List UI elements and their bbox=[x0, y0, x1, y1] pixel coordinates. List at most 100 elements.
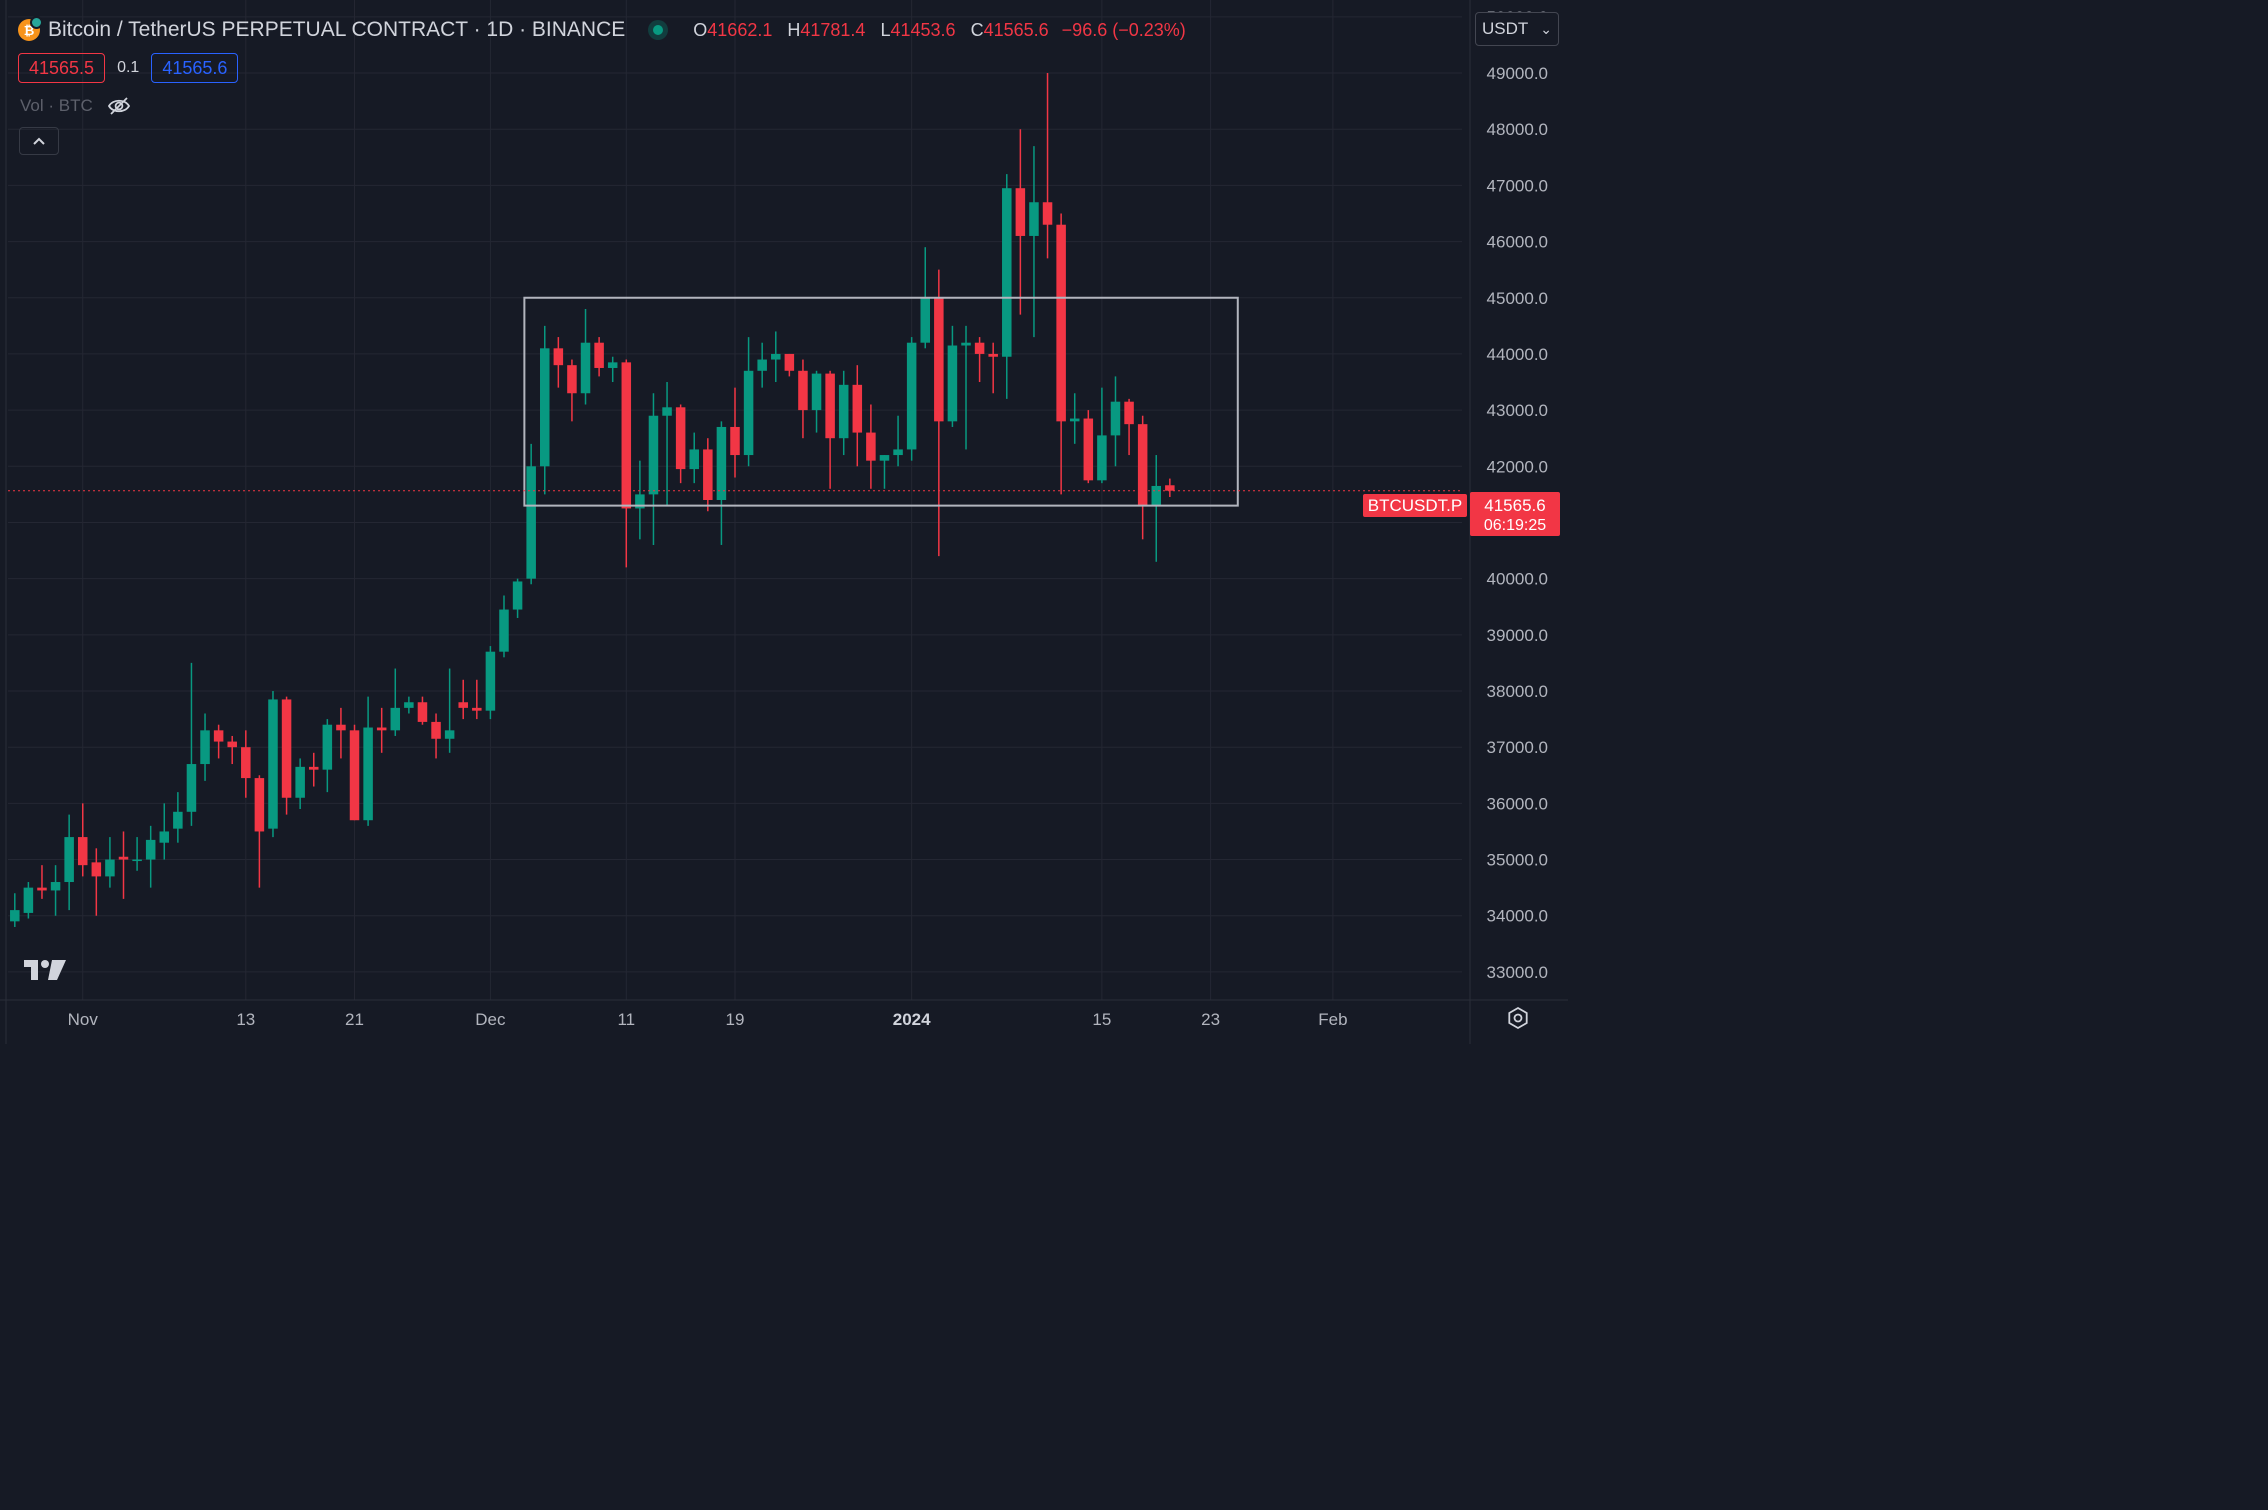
candle-body bbox=[10, 910, 20, 922]
price-tick-label: 35000.0 bbox=[1487, 851, 1548, 870]
price-tick-label: 44000.0 bbox=[1487, 345, 1548, 364]
candle-body bbox=[675, 407, 686, 470]
range-box[interactable] bbox=[523, 296, 1239, 507]
candle-body bbox=[811, 373, 822, 411]
candle bbox=[716, 421, 727, 545]
candle-body bbox=[635, 494, 645, 509]
candle-body bbox=[567, 365, 577, 394]
chevron-up-icon bbox=[33, 137, 45, 145]
candle bbox=[37, 865, 47, 899]
price-tick-label: 38000.0 bbox=[1487, 682, 1548, 701]
candle bbox=[635, 460, 645, 540]
candle bbox=[730, 387, 740, 478]
candle-body bbox=[349, 730, 360, 821]
low-label: L bbox=[880, 19, 891, 40]
candle bbox=[132, 837, 142, 871]
candle-body bbox=[186, 764, 197, 812]
candle bbox=[213, 724, 224, 759]
sell-button[interactable]: 41565.5 bbox=[18, 53, 106, 83]
candle-body bbox=[540, 348, 550, 467]
candle-body bbox=[376, 727, 387, 731]
time-axis[interactable]: Nov 13 21 Dec 11 19 2024 15 23 Feb bbox=[68, 1010, 1348, 1029]
candle bbox=[811, 370, 822, 433]
candle bbox=[254, 775, 265, 888]
candle-body bbox=[1083, 418, 1094, 481]
candle-body bbox=[730, 426, 740, 456]
candle-body bbox=[866, 432, 876, 461]
currency-select[interactable]: USDT ⌄ bbox=[1475, 12, 1559, 46]
candle bbox=[472, 679, 482, 720]
candle bbox=[173, 792, 183, 843]
candle-body bbox=[1110, 401, 1121, 436]
buy-button[interactable]: 41565.6 bbox=[151, 53, 239, 83]
time-tick-label: Nov bbox=[68, 1010, 99, 1029]
candle-body bbox=[77, 837, 88, 866]
price-tick-label: 49000.0 bbox=[1487, 64, 1548, 83]
candle bbox=[757, 342, 767, 388]
candle bbox=[825, 370, 835, 489]
candle-body bbox=[417, 702, 428, 722]
candle bbox=[322, 719, 333, 793]
candle bbox=[1002, 174, 1012, 399]
candle bbox=[105, 837, 115, 888]
candle-body bbox=[961, 342, 971, 346]
bitcoin-icon: ₿ bbox=[18, 16, 43, 41]
candle bbox=[947, 325, 958, 427]
candle-body bbox=[1002, 188, 1012, 357]
candle bbox=[893, 415, 903, 467]
candle bbox=[1015, 129, 1026, 315]
ohlc-legend: O41662.1 H41781.4 L41453.6 C41565.6 −96.… bbox=[693, 20, 1186, 41]
candle bbox=[200, 713, 210, 781]
candle-body bbox=[906, 342, 917, 450]
candle-body bbox=[50, 882, 61, 891]
candle-body bbox=[825, 373, 835, 439]
tradingview-logo-icon[interactable] bbox=[22, 956, 68, 982]
candle-body bbox=[336, 724, 346, 731]
candlestick-chart[interactable]: 50000.049000.048000.047000.046000.045000… bbox=[0, 0, 1568, 1044]
last-price-value: 41565.6 bbox=[1484, 496, 1545, 515]
trade-buttons: 41565.5 0.1 41565.6 bbox=[18, 53, 239, 83]
eye-off-icon[interactable] bbox=[107, 96, 131, 116]
candle bbox=[10, 893, 20, 927]
collapse-legend-button[interactable] bbox=[19, 127, 59, 155]
candle bbox=[648, 393, 659, 545]
candle-body bbox=[254, 778, 265, 832]
candle bbox=[934, 269, 944, 557]
candle bbox=[349, 724, 360, 821]
candle bbox=[1151, 455, 1162, 562]
price-tick-label: 37000.0 bbox=[1487, 738, 1548, 757]
candle bbox=[974, 337, 985, 383]
settings-icon[interactable] bbox=[1506, 1006, 1530, 1030]
chart-header: ₿ Bitcoin / TetherUS PERPETUAL CONTRACT … bbox=[18, 14, 1186, 46]
candle bbox=[1165, 478, 1175, 497]
candle bbox=[336, 707, 346, 759]
candle-body bbox=[838, 384, 849, 439]
symbol-title[interactable]: Bitcoin / TetherUS PERPETUAL CONTRACT · … bbox=[48, 18, 626, 41]
candle-body bbox=[281, 699, 292, 798]
candle-body bbox=[458, 702, 468, 708]
candle-body bbox=[1056, 224, 1066, 422]
candle-body bbox=[64, 837, 74, 883]
grid-lines bbox=[8, 0, 1462, 1000]
volume-indicator-legend[interactable]: Vol · BTC bbox=[20, 96, 131, 116]
candle bbox=[444, 668, 455, 753]
candle bbox=[675, 404, 686, 484]
price-axis[interactable]: 50000.049000.048000.047000.046000.045000… bbox=[1487, 8, 1548, 982]
candle-body bbox=[689, 449, 699, 470]
candle bbox=[594, 337, 604, 377]
candle bbox=[376, 707, 387, 753]
candle-body bbox=[308, 766, 319, 770]
low-value: 41453.6 bbox=[890, 19, 956, 40]
candle-body bbox=[227, 741, 237, 748]
candle bbox=[512, 578, 523, 618]
candle-body bbox=[852, 384, 863, 433]
candle-body bbox=[363, 727, 373, 821]
candle-body bbox=[743, 370, 754, 456]
price-tick-label: 46000.0 bbox=[1487, 233, 1548, 252]
candle bbox=[961, 325, 971, 450]
change-value: −96.6 (−0.23%) bbox=[1061, 19, 1186, 40]
chevron-down-icon: ⌄ bbox=[1540, 21, 1552, 37]
close-value: 41565.6 bbox=[983, 19, 1049, 40]
candle-body bbox=[37, 887, 47, 891]
price-tick-label: 40000.0 bbox=[1487, 570, 1548, 589]
